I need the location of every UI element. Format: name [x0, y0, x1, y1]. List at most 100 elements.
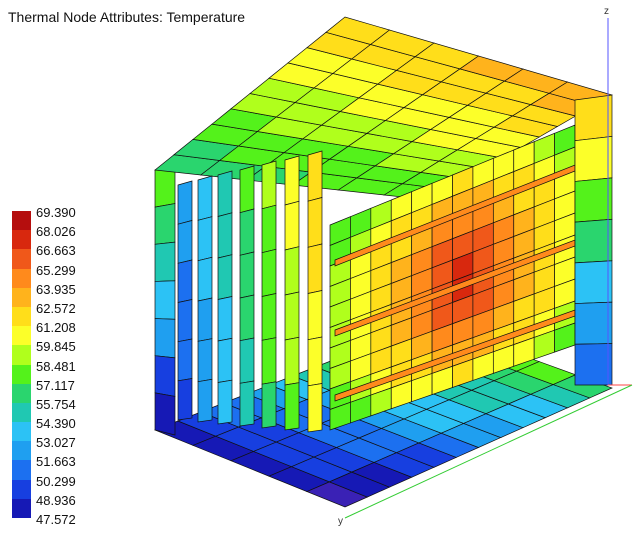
legend-entry: 69.390: [8, 205, 138, 231]
legend-entry: 63.935: [8, 282, 138, 307]
legend-value: 47.572: [36, 512, 76, 527]
fin-plate: [261, 293, 277, 341]
legend-value: 53.027: [36, 435, 76, 451]
legend-swatch: [12, 402, 31, 423]
fin-plate: [284, 200, 300, 251]
legend-entry: 58.481: [8, 358, 138, 384]
fin-plate: [261, 204, 277, 254]
left-wall-cell: [154, 203, 176, 245]
legend-value: 54.390: [36, 416, 76, 432]
z-axis-label: z: [604, 6, 609, 17]
legend-swatch: [12, 306, 31, 327]
legend-entry: 53.027: [8, 435, 138, 461]
fin-plate: [239, 251, 255, 299]
top-face: [154, 16, 613, 201]
legend-value: 65.299: [36, 262, 76, 278]
legend-value: 68.026: [36, 224, 76, 240]
y-axis-label: y: [338, 516, 343, 527]
legend-value: 59.845: [36, 339, 76, 355]
legend-swatch: [12, 268, 31, 288]
left-wall: [154, 164, 176, 436]
fin-plate: [261, 337, 277, 385]
fin-plate: [177, 338, 193, 382]
legend-entry: 55.754: [8, 397, 138, 423]
legend-entry: 65.299: [8, 262, 138, 288]
legend-entry: 59.845: [8, 339, 138, 365]
fin-plate: [239, 337, 255, 384]
legend-entry: 68.026: [8, 224, 138, 250]
legend-value: 61.208: [36, 320, 76, 336]
fin-plate: [177, 299, 193, 343]
fin-plate: [239, 294, 255, 342]
right-wall: [574, 94, 613, 386]
fin-plate: [217, 170, 233, 217]
fin-plate: [197, 216, 213, 262]
fin-plate: [307, 243, 323, 294]
fin-plate: [261, 248, 277, 297]
legend-swatch: [12, 345, 31, 365]
back-wall-hotspot: [329, 124, 576, 431]
right-wall-cell: [574, 177, 613, 223]
fin-plate: [284, 336, 300, 386]
fin-plate: [261, 381, 277, 429]
legend-swatch: [12, 479, 31, 499]
legend-entry: 57.117: [8, 377, 138, 403]
legend-entry: 50.299: [8, 473, 138, 499]
legend-value: 48.936: [36, 492, 76, 508]
fin-plate: [239, 208, 255, 256]
fin-plate: [307, 290, 323, 341]
legend-swatch: [12, 211, 31, 231]
left-wall-cell: [154, 318, 176, 359]
fin-plate: [177, 180, 193, 225]
left-wall-cell: [154, 392, 176, 436]
legend-entry: 54.390: [8, 416, 138, 442]
legend-entry: 48.936: [8, 492, 138, 518]
right-wall-cell: [574, 94, 613, 142]
fin-plate: [217, 212, 233, 259]
legend-value: 62.572: [36, 300, 76, 316]
right-wall-cell: [574, 218, 613, 264]
cooling-fins: [177, 150, 576, 433]
legend-value: 58.481: [36, 358, 76, 374]
floor-cell: [552, 374, 613, 399]
legend-value: 66.663: [36, 243, 76, 259]
fin-plate: [197, 175, 213, 221]
fin-plate: [307, 150, 323, 202]
fin-plate: [307, 197, 323, 248]
left-wall-cell: [154, 355, 176, 397]
fin-plate: [284, 246, 300, 296]
legend-entry: 61.208: [8, 320, 138, 346]
legend-entry: 47.572: [8, 512, 138, 531]
fin-plate: [177, 220, 193, 264]
legend-entry: 62.572: [8, 300, 138, 327]
legend-entry: 51.663: [8, 454, 138, 480]
legend-swatch: [12, 287, 31, 307]
fin-plate: [177, 378, 193, 421]
legend-value: 69.390: [36, 205, 76, 220]
right-wall-cell: [574, 343, 613, 386]
fin-plate: [261, 160, 277, 210]
fin-plate: [284, 155, 300, 206]
fin-plate: [197, 256, 213, 302]
legend-swatch: [12, 460, 31, 480]
fin-plate: [239, 165, 255, 214]
fin-plate: [177, 259, 193, 303]
fin-plate: [217, 379, 233, 425]
legend-swatch: [12, 383, 31, 403]
legend-swatch: [12, 326, 31, 346]
fin-plate: [307, 383, 323, 433]
fin-plate: [239, 380, 255, 427]
legend-value: 50.299: [36, 473, 76, 489]
coordinate-axes: z y: [338, 6, 633, 527]
left-wall-cell: [154, 280, 176, 320]
fin-plate: [197, 297, 213, 342]
fin-plate: [284, 291, 300, 341]
legend-swatch: [12, 498, 31, 518]
legend-swatch: [12, 422, 31, 442]
right-wall-cell: [574, 260, 613, 304]
legend-value: 51.663: [36, 454, 76, 470]
legend-value: 57.117: [36, 377, 75, 393]
fin-plate: [197, 378, 213, 423]
left-wall-cell: [154, 241, 176, 282]
